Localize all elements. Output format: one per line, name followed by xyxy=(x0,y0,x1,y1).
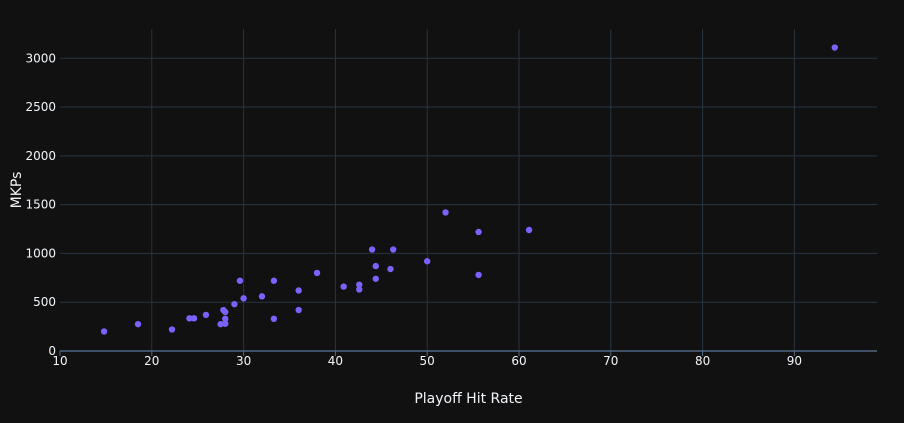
scatter-point[interactable] xyxy=(475,271,482,279)
scatter-point[interactable] xyxy=(190,315,198,322)
y-tick-label: 1500 xyxy=(25,198,56,212)
scatter-point[interactable] xyxy=(340,283,347,290)
scatter-point[interactable] xyxy=(236,277,244,284)
scatter-point[interactable] xyxy=(390,246,397,253)
scatter-point[interactable] xyxy=(475,228,482,236)
x-axis-title: Playoff Hit Rate xyxy=(414,391,522,407)
y-axis-title: MKPs xyxy=(9,172,25,209)
x-tick-label: 30 xyxy=(236,354,251,368)
scatter-point[interactable] xyxy=(258,293,266,300)
scatter-point[interactable] xyxy=(387,265,394,273)
y-tick-label: 500 xyxy=(33,295,56,309)
x-tick-label: 10 xyxy=(52,354,67,368)
tick-labels: 10 20 30 40 50 60 70 80 90 0 500 1000 1500 2000 2500 30… xyxy=(25,51,802,368)
scatter-point[interactable] xyxy=(295,287,302,294)
scatter-point[interactable] xyxy=(202,311,210,319)
scatter-point[interactable] xyxy=(372,275,379,282)
y-tick-label: 0 xyxy=(48,344,56,358)
grid-lines xyxy=(60,29,877,351)
y-tick-label: 1000 xyxy=(25,246,56,260)
scatter-point[interactable] xyxy=(134,320,142,328)
axes xyxy=(59,350,877,356)
scatter-point[interactable] xyxy=(423,258,431,265)
x-tick-label: 70 xyxy=(603,354,618,368)
scatter-point[interactable] xyxy=(270,277,278,284)
scatter-point[interactable] xyxy=(222,308,229,316)
scatter-point[interactable] xyxy=(222,320,229,327)
y-tick-label: 2500 xyxy=(25,100,56,114)
x-tick-label: 20 xyxy=(144,354,159,368)
x-tick-label: 80 xyxy=(695,354,710,368)
scatter-point[interactable] xyxy=(100,328,108,335)
scatter-point[interactable] xyxy=(222,315,229,322)
data-points[interactable] xyxy=(100,44,838,335)
x-tick-label: 50 xyxy=(420,354,435,368)
scatter-point[interactable] xyxy=(356,286,363,293)
scatter-point[interactable] xyxy=(186,315,193,322)
scatter-point[interactable] xyxy=(295,306,302,314)
scatter-point[interactable] xyxy=(168,326,176,333)
scatter-point[interactable] xyxy=(313,269,321,277)
x-tick-label: 40 xyxy=(328,354,343,368)
scatter-point[interactable] xyxy=(240,295,247,302)
scatter-point[interactable] xyxy=(442,209,449,216)
scatter-point[interactable] xyxy=(525,226,533,234)
x-tick-label: 90 xyxy=(787,354,802,368)
y-tick-label: 3000 xyxy=(25,51,56,65)
y-tick-label: 2000 xyxy=(25,149,56,163)
scatter-point[interactable] xyxy=(831,44,838,51)
scatter-point[interactable] xyxy=(368,246,376,253)
scatter-point[interactable] xyxy=(372,262,379,270)
scatter-point[interactable] xyxy=(356,281,363,288)
x-tick-label: 60 xyxy=(511,354,526,368)
scatter-point[interactable] xyxy=(231,300,238,308)
scatter-point[interactable] xyxy=(270,315,278,322)
